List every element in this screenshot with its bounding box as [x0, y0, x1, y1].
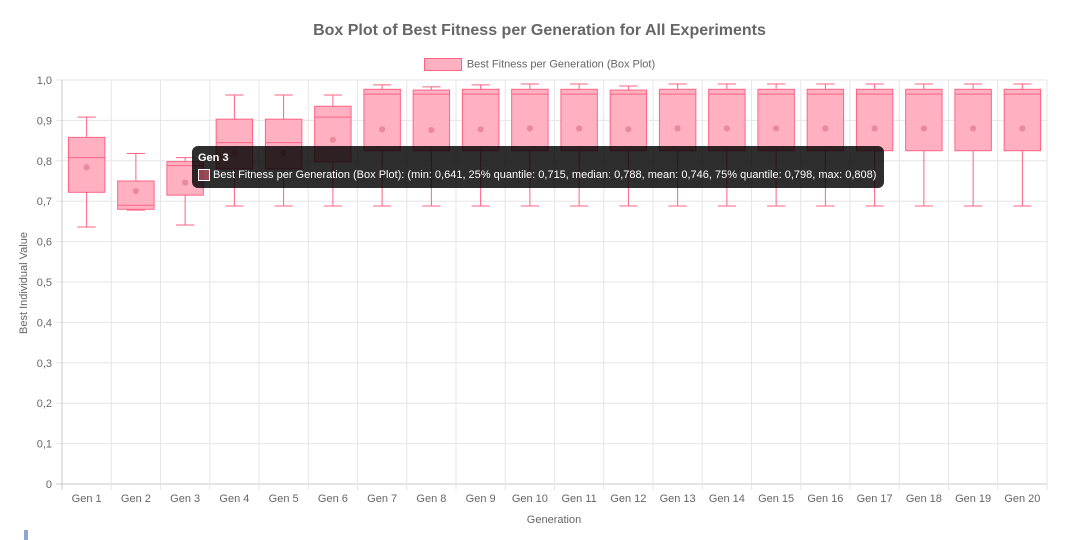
y-tick-label: 0,2 — [37, 398, 52, 410]
box-iqr — [363, 88, 401, 152]
legend-swatch — [423, 58, 462, 71]
x-tick-label: Gen 20 — [1004, 493, 1040, 505]
y-tick-label: 0,1 — [37, 439, 52, 451]
x-tick-label: Gen 7 — [367, 493, 397, 505]
y-tick-label: 0,9 — [37, 115, 52, 127]
box-gen-7[interactable] — [363, 84, 401, 207]
box-iqr — [954, 88, 992, 152]
x-tick-label: Gen 3 — [170, 493, 200, 505]
mean-point — [1019, 125, 1026, 132]
box-iqr — [905, 88, 943, 152]
box-iqr — [658, 88, 697, 152]
x-tick-label: Gen 6 — [318, 493, 348, 505]
box-gen-18[interactable] — [905, 83, 943, 207]
box-gen-10[interactable] — [511, 83, 549, 207]
tooltip: Gen 3 Best Fitness per Generation (Box P… — [192, 146, 885, 189]
chart-title: Box Plot of Best Fitness per Generation … — [313, 22, 766, 39]
x-tick-label: Gen 12 — [610, 493, 646, 505]
mean-point — [83, 164, 90, 171]
mean-point — [723, 125, 730, 132]
x-tick-label: Gen 10 — [512, 493, 548, 505]
y-axis-ticks: 0 0,1 0,2 0,3 0,4 0,5 0,6 0,7 0,8 0,9 1,0 — [37, 75, 52, 491]
box-gen-20[interactable] — [1003, 83, 1042, 207]
x-tick-label: Gen 14 — [709, 493, 745, 505]
x-tick-label: Gen 5 — [269, 493, 299, 505]
mean-point — [576, 125, 583, 132]
y-tick-label: 0,7 — [37, 196, 52, 208]
y-axis-label: Best Individual Value — [18, 232, 30, 334]
x-tick-label: Gen 17 — [857, 493, 893, 505]
mean-point — [477, 126, 484, 133]
scroll-indicator — [24, 530, 28, 540]
x-tick-label: Gen 18 — [906, 493, 942, 505]
y-tick-label: 0 — [46, 479, 52, 491]
x-tick-label: Gen 9 — [466, 493, 496, 505]
x-tick-label: Gen 2 — [121, 493, 151, 505]
mean-point — [822, 125, 829, 132]
x-tick-label: Gen 8 — [416, 493, 446, 505]
mean-point — [674, 125, 681, 132]
mean-point — [970, 125, 977, 132]
tooltip-swatch — [198, 169, 210, 182]
mean-point — [773, 125, 780, 132]
x-tick-label: Gen 13 — [660, 493, 696, 505]
x-tick-label: Gen 1 — [72, 493, 102, 505]
box-gen-11[interactable] — [560, 83, 598, 207]
mean-point — [625, 126, 632, 133]
box-gen-14[interactable] — [708, 83, 746, 207]
box-iqr — [757, 88, 795, 152]
box-iqr — [1003, 88, 1042, 152]
box-iqr — [461, 88, 500, 152]
box-iqr — [560, 88, 598, 152]
box-iqr — [806, 88, 845, 152]
box-iqr — [117, 180, 155, 210]
box-gen-1[interactable] — [67, 116, 106, 228]
x-tick-label: Gen 19 — [955, 493, 991, 505]
mean-point — [428, 126, 435, 134]
y-tick-label: 0,4 — [37, 317, 52, 329]
y-tick-label: 0,6 — [37, 237, 52, 249]
grid-lines — [56, 79, 1048, 490]
mean-point — [182, 179, 189, 186]
box-gen-17[interactable] — [855, 83, 894, 207]
x-tick-label: Gen 16 — [807, 493, 843, 505]
box-iqr — [412, 89, 451, 152]
box-gen-8[interactable] — [412, 86, 451, 207]
legend[interactable]: Best Fitness per Generation (Box Plot) — [0, 58, 1079, 71]
box-gen-19[interactable] — [954, 83, 992, 207]
box-gen-15[interactable] — [757, 83, 795, 207]
x-tick-label: Gen 4 — [219, 493, 249, 505]
box-gen-2[interactable] — [117, 153, 155, 211]
mean-point — [920, 125, 927, 132]
x-tick-label: Gen 11 — [561, 493, 596, 505]
mean-point — [329, 136, 336, 143]
x-tick-label: Gen 15 — [758, 493, 794, 505]
tooltip-title: Gen 3 — [198, 152, 229, 164]
mean-point — [526, 125, 533, 132]
mean-point — [871, 125, 878, 132]
y-tick-label: 0,5 — [37, 277, 52, 289]
box-iqr — [855, 88, 894, 152]
tooltip-text: Best Fitness per Generation (Box Plot): … — [213, 169, 877, 182]
x-axis-label: Generation — [527, 514, 581, 526]
box-iqr — [609, 89, 648, 152]
y-tick-label: 0,8 — [37, 156, 52, 168]
y-tick-label: 0,3 — [37, 358, 52, 370]
x-axis-ticks: Gen 1 Gen 2 Gen 3 Gen 4 Gen 5 Gen 6 Gen 7 Gen 8… — [72, 493, 1041, 505]
legend-label: Best Fitness per Generation (Box Plot) — [466, 58, 656, 71]
box-iqr — [708, 88, 746, 152]
box-iqr — [511, 88, 549, 152]
y-tick-label: 1,0 — [37, 75, 52, 87]
box-series[interactable] — [67, 83, 1042, 228]
mean-point — [379, 126, 386, 133]
mean-point — [132, 188, 139, 195]
